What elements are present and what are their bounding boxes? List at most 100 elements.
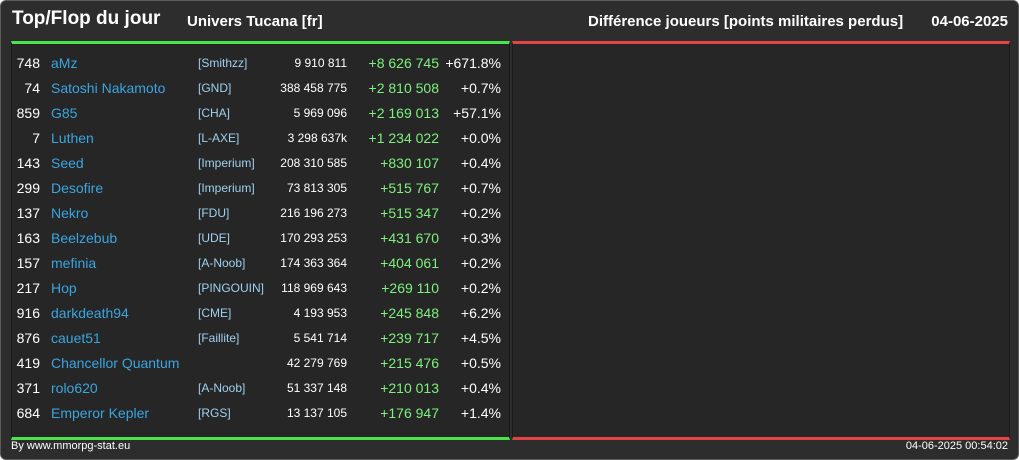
player-points-diff: +8 626 745	[368, 55, 439, 71]
player-name[interactable]: Desofire	[51, 180, 104, 196]
player-points: 73 813 305	[286, 181, 347, 195]
player-points: 5 969 096	[293, 106, 347, 120]
table-row: 419 Chancellor Quantum 42 279 769 +215 476 +…	[12, 351, 509, 376]
player-points-pct: +0.2%	[460, 205, 501, 221]
player-name[interactable]: Beelzebub	[51, 230, 118, 246]
page-title: Top/Flop du jour	[12, 8, 161, 29]
player-points-pct: +6.2%	[460, 305, 501, 321]
player-rank: 7	[32, 130, 40, 146]
player-rank: 748	[16, 55, 40, 71]
player-rank: 137	[16, 205, 40, 221]
player-rank: 163	[16, 230, 40, 246]
table-row: 157 mefinia [A-Noob] 174 363 364 +404 061 +0.…	[12, 251, 509, 276]
player-points-pct: +4.5%	[460, 330, 501, 346]
player-points: 118 969 643	[281, 281, 347, 295]
player-alliance[interactable]: [RGS]	[198, 406, 231, 420]
table-row: 371 rolo620 [A-Noob] 51 337 148 +210 013 +0.4…	[12, 376, 509, 401]
player-points-pct: +0.4%	[460, 380, 501, 396]
source-credit: By www.mmorpg-stat.eu	[11, 440, 131, 452]
player-name[interactable]: Hop	[51, 280, 77, 296]
player-points: 216 196 273	[280, 206, 347, 220]
player-points-pct: +57.1%	[453, 105, 501, 121]
player-points-diff: +515 767	[380, 180, 439, 196]
player-points: 388 458 775	[280, 81, 347, 95]
player-name[interactable]: G85	[51, 105, 78, 121]
player-points: 3 298 637k	[287, 131, 347, 145]
player-points-pct: +0.2%	[460, 280, 501, 296]
player-points-pct: +0.5%	[460, 355, 501, 371]
player-points-diff: +210 013	[380, 380, 439, 396]
player-points-pct: +0.0%	[460, 130, 501, 146]
player-points: 5 541 714	[293, 331, 347, 345]
table-row: 217 Hop [PINGOUIN] 118 969 643 +269 110 +0.2%	[12, 276, 509, 301]
player-alliance[interactable]: [L-AXE]	[198, 131, 240, 145]
player-rank: 876	[16, 330, 40, 346]
player-rank: 74	[24, 80, 40, 96]
player-name[interactable]: mefinia	[51, 255, 97, 271]
table-row: 684 Emperor Kepler [RGS] 13 137 105 +176 947…	[12, 401, 509, 426]
player-name[interactable]: Satoshi Nakamoto	[51, 80, 166, 96]
player-alliance[interactable]: [GND]	[198, 81, 232, 95]
player-rank: 371	[16, 380, 40, 396]
ranking-date: 04-06-2025	[931, 13, 1008, 30]
player-points-pct: +0.7%	[460, 180, 501, 196]
player-points-diff: +2 169 013	[368, 105, 439, 121]
player-rank: 217	[16, 280, 40, 296]
player-points-diff: +215 476	[380, 355, 439, 371]
player-points: 9 910 811	[294, 56, 348, 70]
player-points-pct: +671.8%	[445, 55, 501, 71]
player-name[interactable]: Emperor Kepler	[51, 405, 150, 421]
player-alliance[interactable]: [Imperium]	[198, 181, 255, 195]
player-points: 174 363 364	[280, 256, 347, 270]
player-name[interactable]: Seed	[51, 155, 84, 171]
table-row: 859 G85 [CHA] 5 969 096 +2 169 013 +57.1%	[12, 101, 509, 126]
player-alliance[interactable]: [Smithzz]	[198, 56, 248, 70]
table-row: 748 aMz [Smithzz] 9 910 811 +8 626 745 +671.8…	[12, 51, 509, 76]
player-points-diff: +830 107	[380, 155, 439, 171]
player-alliance[interactable]: [UDE]	[198, 231, 231, 245]
top-panel: 748 aMz [Smithzz] 9 910 811 +8 626 745 +671.8…	[11, 41, 510, 440]
table-row: 876 cauet51 [Faillite] 5 541 714 +239 717 +4.…	[12, 326, 509, 351]
player-alliance[interactable]: [A-Noob]	[198, 256, 246, 270]
player-alliance[interactable]: [FDU]	[198, 206, 230, 220]
player-points: 51 337 148	[286, 381, 347, 395]
player-name[interactable]: aMz	[51, 55, 78, 71]
player-points: 42 279 769	[286, 356, 347, 370]
player-alliance[interactable]: [PINGOUIN]	[198, 281, 265, 295]
player-rank: 419	[16, 355, 40, 371]
player-rank: 299	[16, 180, 40, 196]
player-points-diff: +431 670	[380, 230, 439, 246]
player-rank: 916	[16, 305, 40, 321]
player-points-diff: +245 848	[380, 305, 439, 321]
player-points-diff: +515 347	[380, 205, 439, 221]
player-rank: 143	[16, 155, 40, 171]
player-rank: 157	[16, 255, 40, 271]
player-name[interactable]: cauet51	[51, 330, 101, 346]
player-alliance[interactable]: [CHA]	[198, 106, 231, 120]
table-row: 7 Luthen [L-AXE] 3 298 637k +1 234 022 +0.0%	[12, 126, 509, 151]
player-name[interactable]: Chancellor Quantum	[51, 355, 180, 371]
table-row: 74 Satoshi Nakamoto [GND] 388 458 775 +2 810…	[12, 76, 509, 101]
player-points-pct: +1.4%	[460, 405, 501, 421]
player-points-diff: +1 234 022	[368, 130, 439, 146]
flop-panel	[512, 41, 1010, 440]
universe-label: Univers Tucana [fr]	[187, 13, 323, 30]
player-name[interactable]: Luthen	[51, 130, 94, 146]
player-points-diff: +2 810 508	[368, 80, 439, 96]
player-alliance[interactable]: [A-Noob]	[198, 381, 246, 395]
player-name[interactable]: Nekro	[51, 205, 89, 221]
player-points-pct: +0.7%	[460, 80, 501, 96]
player-name[interactable]: rolo620	[51, 380, 98, 396]
generated-timestamp: 04-06-2025 00:54:02	[905, 440, 1008, 452]
ranking-subtitle: Différence joueurs [points militaires pe…	[588, 13, 904, 30]
player-points: 208 310 585	[280, 156, 347, 170]
player-alliance[interactable]: [CME]	[198, 306, 232, 320]
table-row: 916 darkdeath94 [CME] 4 193 953 +245 848 +6.2…	[12, 301, 509, 326]
player-name[interactable]: darkdeath94	[51, 305, 129, 321]
player-alliance[interactable]: [Faillite]	[198, 331, 240, 345]
table-row: 299 Desofire [Imperium] 73 813 305 +515 767 +…	[12, 176, 509, 201]
player-points-diff: +176 947	[380, 405, 439, 421]
player-points-diff: +269 110	[381, 280, 439, 296]
player-alliance[interactable]: [Imperium]	[198, 156, 255, 170]
